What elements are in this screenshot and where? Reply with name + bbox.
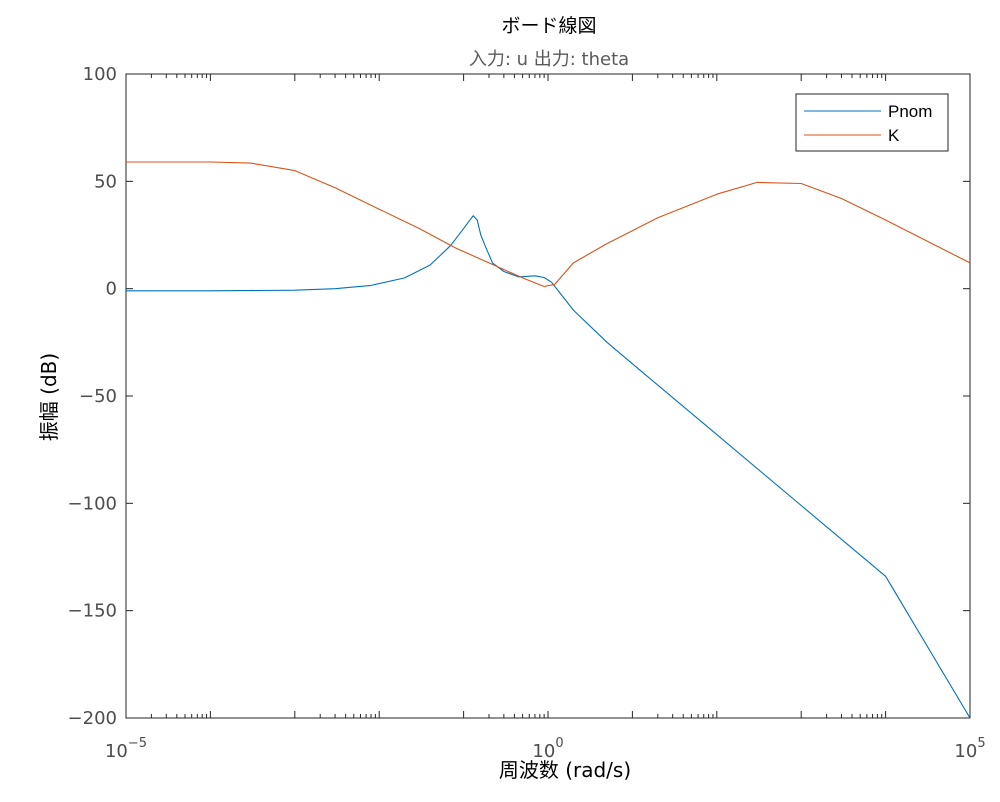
legend-label-k: K bbox=[888, 126, 900, 145]
series-line-k bbox=[126, 161, 971, 288]
y-tick-label: −100 bbox=[68, 493, 117, 514]
y-tick-label: 0 bbox=[106, 279, 117, 300]
legend: Pnom K bbox=[795, 93, 949, 152]
chart-subtitle: 入力: u 出力: theta bbox=[469, 49, 629, 70]
y-tick-label: −50 bbox=[79, 386, 117, 407]
x-axis-label: 周波数 (rad/s) bbox=[499, 758, 631, 782]
y-axis-label: 振幅 (dB) bbox=[37, 353, 61, 441]
y-tick-label: −150 bbox=[68, 601, 117, 622]
x-tick-label: 10−5 bbox=[105, 736, 147, 762]
legend-box bbox=[795, 93, 949, 152]
plot-area bbox=[126, 74, 970, 718]
x-tick-label: 105 bbox=[954, 736, 985, 762]
axes-box bbox=[125, 73, 971, 719]
y-tick-label: −200 bbox=[68, 708, 117, 729]
series-line-pnom bbox=[126, 215, 971, 719]
y-tick-label: 50 bbox=[94, 171, 117, 192]
legend-label-pnom: Pnom bbox=[888, 102, 932, 121]
plot-background bbox=[126, 74, 970, 718]
chart-title: ボード線図 bbox=[501, 15, 596, 37]
y-tick-label: 100 bbox=[83, 64, 117, 85]
x-tick-label: 100 bbox=[532, 736, 563, 762]
